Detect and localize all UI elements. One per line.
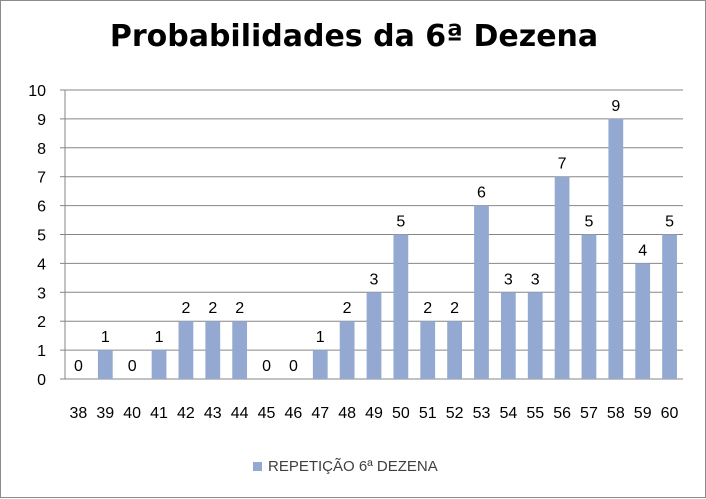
data-label: 0 [289, 358, 298, 375]
x-tick-label: 41 [150, 405, 168, 422]
legend-label: REPETIÇÃO 6ª DEZENA [268, 457, 438, 475]
chart-title: Probabilidades da 6ª Dezena [109, 19, 599, 54]
bar [205, 321, 221, 379]
bar [312, 350, 328, 379]
x-tick-label: 47 [311, 405, 329, 422]
data-label: 0 [128, 358, 137, 375]
legend-swatch [253, 461, 262, 471]
bar [662, 234, 677, 379]
bar [151, 350, 167, 379]
y-tick-label: 9 [37, 112, 46, 129]
data-label: 5 [665, 214, 674, 231]
x-tick-label: 54 [499, 405, 517, 422]
x-tick-label: 46 [284, 405, 302, 422]
y-tick-label: 6 [37, 199, 46, 216]
y-tick-label: 10 [28, 83, 46, 100]
y-tick-label: 3 [37, 285, 46, 302]
data-label: 0 [262, 358, 271, 375]
data-label: 3 [370, 271, 379, 288]
x-tick-label: 58 [607, 405, 625, 422]
bar [554, 176, 570, 379]
data-label: 2 [181, 300, 190, 317]
x-tick-label: 52 [446, 405, 464, 422]
bar [581, 234, 597, 379]
data-label: 0 [74, 358, 83, 375]
data-label: 1 [316, 329, 325, 346]
y-tick-label: 8 [37, 141, 46, 158]
x-tick-label: 38 [70, 405, 88, 422]
legend: REPETIÇÃO 6ª DEZENA [253, 456, 438, 476]
bar [527, 292, 543, 379]
y-tick-label: 0 [37, 372, 46, 389]
bar [393, 234, 409, 379]
data-label: 2 [235, 300, 244, 317]
x-tick-label: 51 [419, 405, 437, 422]
x-tick-label: 53 [473, 405, 491, 422]
data-label: 1 [101, 329, 110, 346]
bar [232, 321, 248, 379]
x-tick-label: 50 [392, 405, 410, 422]
data-label: 2 [423, 300, 432, 317]
data-label: 4 [638, 242, 647, 259]
bar [178, 321, 194, 379]
bar [97, 350, 113, 379]
data-label: 7 [558, 156, 567, 173]
x-tick-label: 43 [204, 405, 222, 422]
x-tick-label: 44 [231, 405, 249, 422]
x-tick-label: 40 [123, 405, 141, 422]
x-tick-label: 49 [365, 405, 383, 422]
data-label: 2 [450, 300, 459, 317]
data-label: 1 [155, 329, 164, 346]
x-tick-label: 48 [338, 405, 356, 422]
data-label: 3 [531, 271, 540, 288]
y-tick-label: 1 [37, 343, 46, 360]
bar [474, 205, 489, 379]
x-tick-label: 45 [258, 405, 276, 422]
x-tick-label: 57 [580, 405, 598, 422]
bar [447, 321, 462, 379]
data-label: 6 [477, 185, 486, 202]
x-tick-label: 56 [553, 405, 571, 422]
data-label: 2 [208, 300, 217, 317]
data-label: 5 [396, 214, 405, 231]
data-label: 5 [585, 214, 594, 231]
x-tick-label: 42 [177, 405, 195, 422]
y-tick-label: 7 [37, 170, 46, 187]
bar [500, 292, 516, 379]
data-label: 2 [343, 300, 352, 317]
bar [608, 118, 624, 380]
bar [339, 321, 355, 379]
y-tick-label: 5 [37, 228, 46, 245]
x-tick-label: 59 [634, 405, 652, 422]
bar [420, 321, 436, 379]
bar [366, 292, 382, 379]
bar [635, 263, 651, 379]
x-tick-label: 60 [661, 405, 679, 422]
data-label: 9 [611, 98, 620, 115]
x-tick-label: 39 [96, 405, 114, 422]
y-tick-label: 2 [37, 314, 46, 331]
y-tick-label: 4 [37, 256, 46, 273]
data-label: 3 [504, 271, 513, 288]
x-tick-label: 55 [526, 405, 544, 422]
